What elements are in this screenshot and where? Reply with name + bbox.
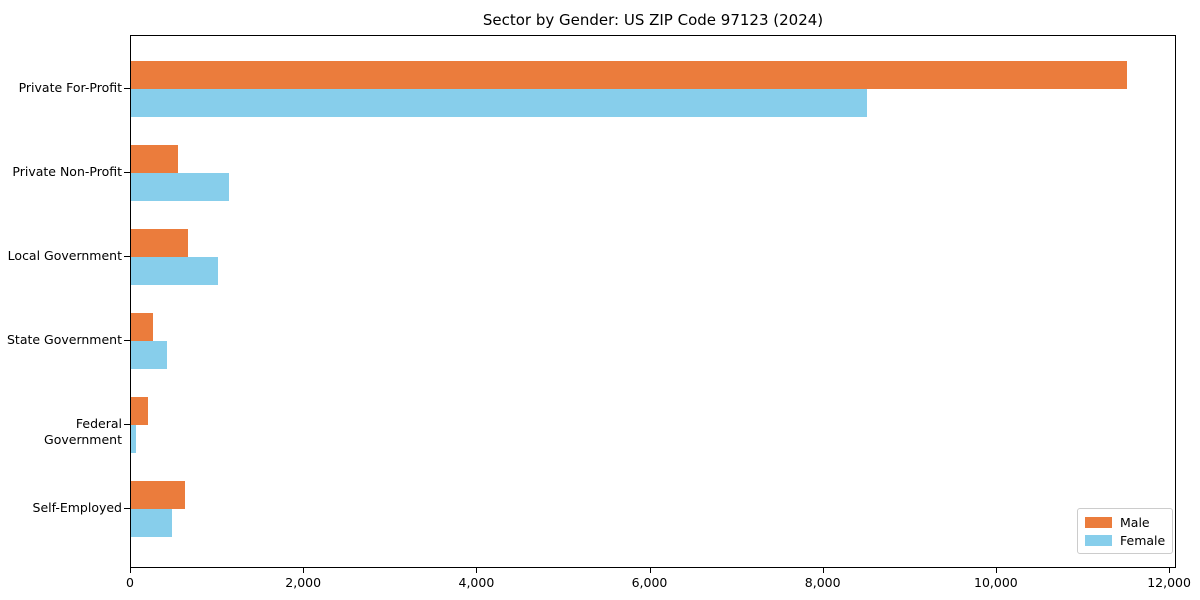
bar-female-state-government [131,341,167,369]
x-tick-mark [995,568,997,573]
x-tick-mark [476,568,478,573]
legend-entry-female: Female [1085,534,1165,547]
legend-swatch-male [1085,516,1112,528]
bar-female-federal-government [131,425,137,453]
chart-title: Sector by Gender: US ZIP Code 97123 (202… [482,11,824,29]
x-tick-label: 10,000 [974,575,1018,590]
legend-label-male: Male [1120,514,1150,530]
plot-area [130,35,1176,568]
y-tick-label: Local Government [7,248,122,263]
x-tick-label: 6,000 [631,575,668,590]
bar-female-private-for-profit [131,89,867,117]
x-tick-label: 0 [126,575,134,590]
y-tick-mark [124,256,130,257]
bar-male-state-government [131,313,153,341]
bar-male-local-government [131,229,189,257]
x-tick-label: 4,000 [458,575,495,590]
x-tick-mark [649,568,651,573]
y-tick-mark [124,340,130,341]
y-tick-label: State Government [6,332,122,347]
bar-male-federal-government [131,397,148,425]
y-tick-mark [124,172,130,173]
y-tick-label: Private Non-Profit [12,164,122,179]
y-tick-mark [124,424,130,425]
bar-female-self-employed [131,509,172,537]
legend-entry-male: Male [1085,516,1165,529]
bar-male-private-for-profit [131,61,1127,89]
bar-female-private-non-profit [131,173,229,201]
y-tick-label: Self-Employed [32,500,122,515]
y-tick-mark [124,508,130,509]
legend: Male Female [1077,508,1173,554]
y-tick-label: Private For-Profit [18,80,122,95]
y-tick-mark [124,88,130,89]
x-tick-mark [303,568,305,573]
y-tick-label: Federal Government [44,416,122,447]
legend-label-female: Female [1120,532,1166,548]
legend-swatch-female [1085,534,1112,546]
x-tick-mark [822,568,824,573]
bar-male-self-employed [131,481,185,509]
x-tick-label: 12,000 [1147,575,1191,590]
bar-male-private-non-profit [131,145,178,173]
x-tick-mark [1169,568,1171,573]
x-tick-label: 8,000 [804,575,841,590]
x-tick-label: 2,000 [285,575,322,590]
bar-female-local-government [131,257,218,285]
x-tick-mark [130,568,131,573]
